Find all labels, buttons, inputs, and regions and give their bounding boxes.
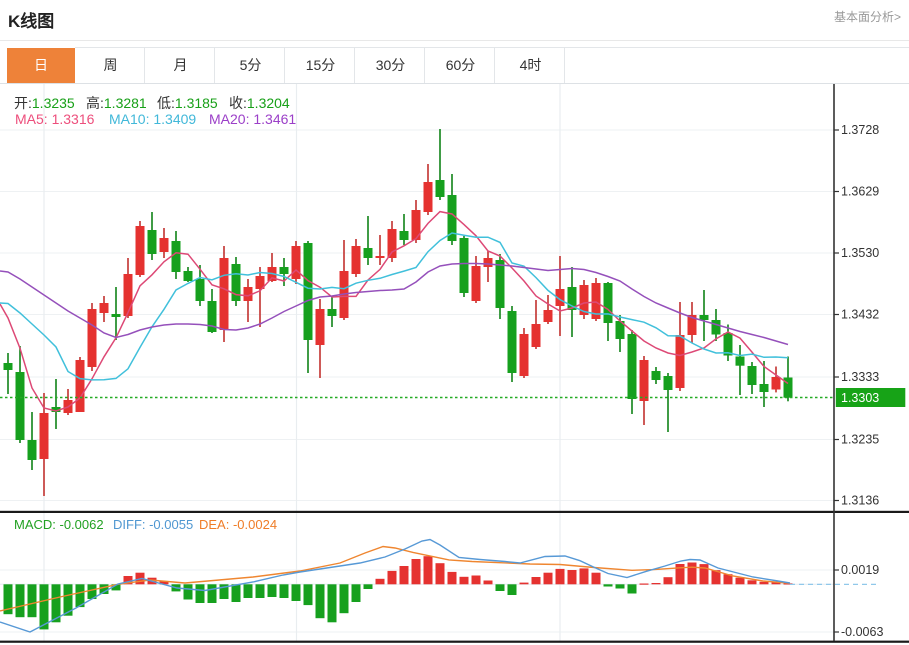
svg-text:0.0019: 0.0019 — [841, 563, 879, 577]
svg-text:1.3333: 1.3333 — [841, 370, 879, 384]
svg-text:1.3235: 1.3235 — [841, 433, 879, 447]
svg-text:1.3530: 1.3530 — [841, 246, 879, 260]
svg-text:1.3303: 1.3303 — [841, 391, 879, 405]
svg-text:1.3629: 1.3629 — [841, 185, 879, 199]
svg-text:1.3432: 1.3432 — [841, 308, 879, 322]
svg-text:1.3136: 1.3136 — [841, 494, 879, 508]
svg-text:-0.0063: -0.0063 — [841, 625, 883, 639]
svg-text:1.3728: 1.3728 — [841, 123, 879, 137]
